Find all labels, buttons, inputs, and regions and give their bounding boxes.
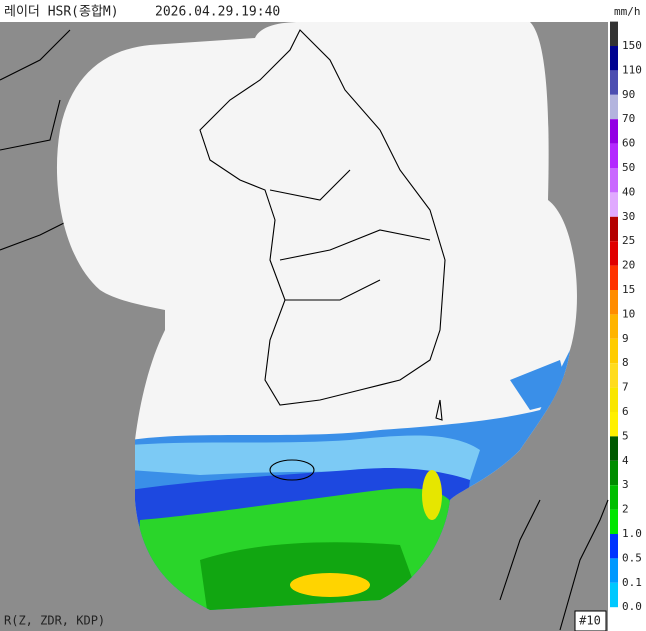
legend-label: 1.0	[622, 527, 642, 540]
legend-swatch	[610, 558, 618, 583]
legend-swatch	[610, 460, 618, 486]
title: 레이더 HSR(종합M)	[4, 5, 119, 20]
legend-swatch	[610, 314, 618, 339]
legend-label: 70	[622, 112, 635, 125]
timestamp: 2026.04.29.19:40	[155, 5, 280, 20]
legend-swatch	[610, 363, 618, 388]
legend-swatch	[610, 412, 618, 437]
jeju-island	[269, 459, 315, 481]
legend-swatch	[610, 436, 618, 461]
korea-coast	[199, 29, 446, 406]
legend-label: 30	[622, 210, 635, 223]
legend-swatch	[610, 70, 618, 95]
legend-label: 40	[622, 185, 635, 198]
legend-swatch	[610, 387, 618, 412]
legend-label: 4	[622, 454, 629, 467]
legend-label: 20	[622, 259, 635, 272]
legend-label: 2	[622, 503, 629, 516]
legend-label: 3	[622, 478, 629, 491]
legend-label: 90	[622, 88, 635, 101]
legend-label: 110	[622, 63, 642, 76]
legend-label: 50	[622, 161, 635, 174]
badge: #10	[579, 614, 601, 628]
legend-swatch	[610, 21, 618, 46]
rain-intense	[290, 573, 370, 597]
legend-label: 8	[622, 356, 629, 369]
island	[435, 399, 443, 421]
legend-swatch	[610, 534, 618, 559]
legend-label: 0.5	[622, 551, 642, 564]
legend-swatch	[610, 119, 618, 144]
legend-label: 10	[622, 307, 635, 320]
legend-swatch	[610, 338, 618, 364]
legend-swatch	[610, 241, 618, 266]
legend-swatch	[610, 485, 618, 510]
legend-label: 25	[622, 234, 635, 247]
legend-swatch	[610, 290, 618, 315]
legend-unit: mm/h	[614, 5, 641, 18]
legend-swatch	[610, 216, 618, 242]
legend-swatch	[610, 46, 618, 71]
legend-label: 150	[622, 39, 642, 52]
rain-intense	[422, 470, 442, 520]
method-label: R(Z, ZDR, KDP)	[4, 614, 105, 628]
province-border	[269, 169, 431, 301]
legend-label: 60	[622, 137, 635, 150]
legend-label: 15	[622, 283, 635, 296]
legend: 150 110 90 70 60 50 40 30 25 20 15 10 9 8 7 6 5 4 3 2 1.0 0.5…	[610, 21, 642, 613]
legend-swatch	[610, 168, 618, 193]
legend-swatch	[610, 192, 618, 217]
legend-label: 7	[622, 381, 629, 394]
legend-label: 6	[622, 405, 629, 418]
legend-label: 0.0	[622, 600, 642, 613]
legend-label: 5	[622, 429, 629, 442]
legend-label: 9	[622, 332, 629, 345]
legend-swatch	[610, 509, 618, 534]
legend-swatch	[610, 143, 618, 168]
legend-swatch	[610, 265, 618, 290]
outer-coast	[0, 29, 609, 631]
legend-swatch	[610, 94, 618, 120]
legend-label: 0.1	[622, 576, 642, 589]
legend-swatch	[610, 582, 618, 608]
badge-box	[574, 610, 607, 631]
